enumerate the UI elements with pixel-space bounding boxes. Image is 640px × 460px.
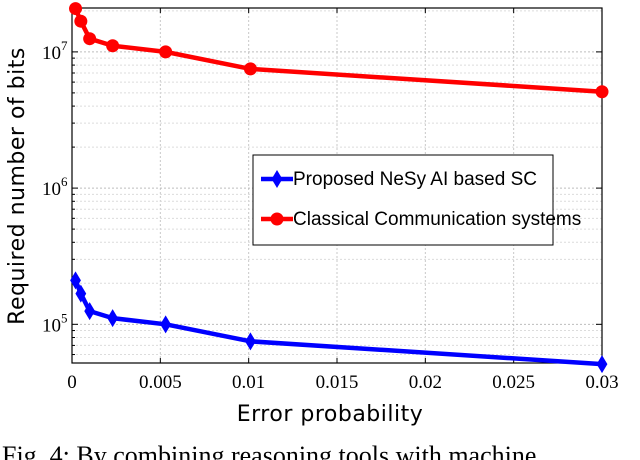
x-tick-label: 0 <box>67 372 77 393</box>
data-point <box>74 14 88 28</box>
series-2 <box>69 2 609 99</box>
data-point <box>245 332 256 351</box>
data-point <box>83 32 97 46</box>
x-tick-label: 0.005 <box>139 372 182 393</box>
y-tick-label: 106 <box>42 174 68 200</box>
data-point <box>159 45 173 59</box>
legend-entry: Proposed NeSy AI based SC <box>293 169 537 190</box>
data-point <box>107 309 119 328</box>
x-tick-label: 0.03 <box>585 372 618 393</box>
legend-marker <box>271 170 283 188</box>
legend-marker <box>270 212 284 226</box>
data-point <box>84 302 96 321</box>
legend-box <box>252 154 554 246</box>
data-point <box>106 39 120 53</box>
chart: 0 0.005 0.01 0.015 0.02 0.025 0.03 105 106 107 Er… <box>5 2 619 427</box>
x-tick-label: 0.01 <box>232 372 265 393</box>
data-point <box>70 271 81 290</box>
x-axis-title: Error probability <box>237 402 424 427</box>
figure-caption: Fig. 4: By combining reasoning tools wit… <box>2 441 537 460</box>
x-tick-label: 0.025 <box>492 372 535 393</box>
data-point <box>69 2 83 16</box>
data-point <box>595 85 609 99</box>
axes <box>71 7 603 364</box>
y-tick-label: 105 <box>42 310 68 336</box>
x-tick-label: 0.02 <box>409 372 442 393</box>
legend-entry: Classical Communication systems <box>293 209 581 230</box>
y-tick-label: 107 <box>42 38 68 64</box>
data-point <box>243 62 257 76</box>
y-axis-title: Required number of bits <box>5 47 30 325</box>
tick-labels: 0 0.005 0.01 0.015 0.02 0.025 0.03 105 106 107 <box>42 38 619 393</box>
data-point <box>596 355 608 374</box>
data-point <box>160 315 172 334</box>
series-1 <box>70 271 608 374</box>
data-point <box>75 284 87 303</box>
legend: Proposed NeSy AI based SC Classical Commu… <box>252 154 581 246</box>
x-tick-label: 0.015 <box>316 372 359 393</box>
series-layer <box>69 2 609 374</box>
